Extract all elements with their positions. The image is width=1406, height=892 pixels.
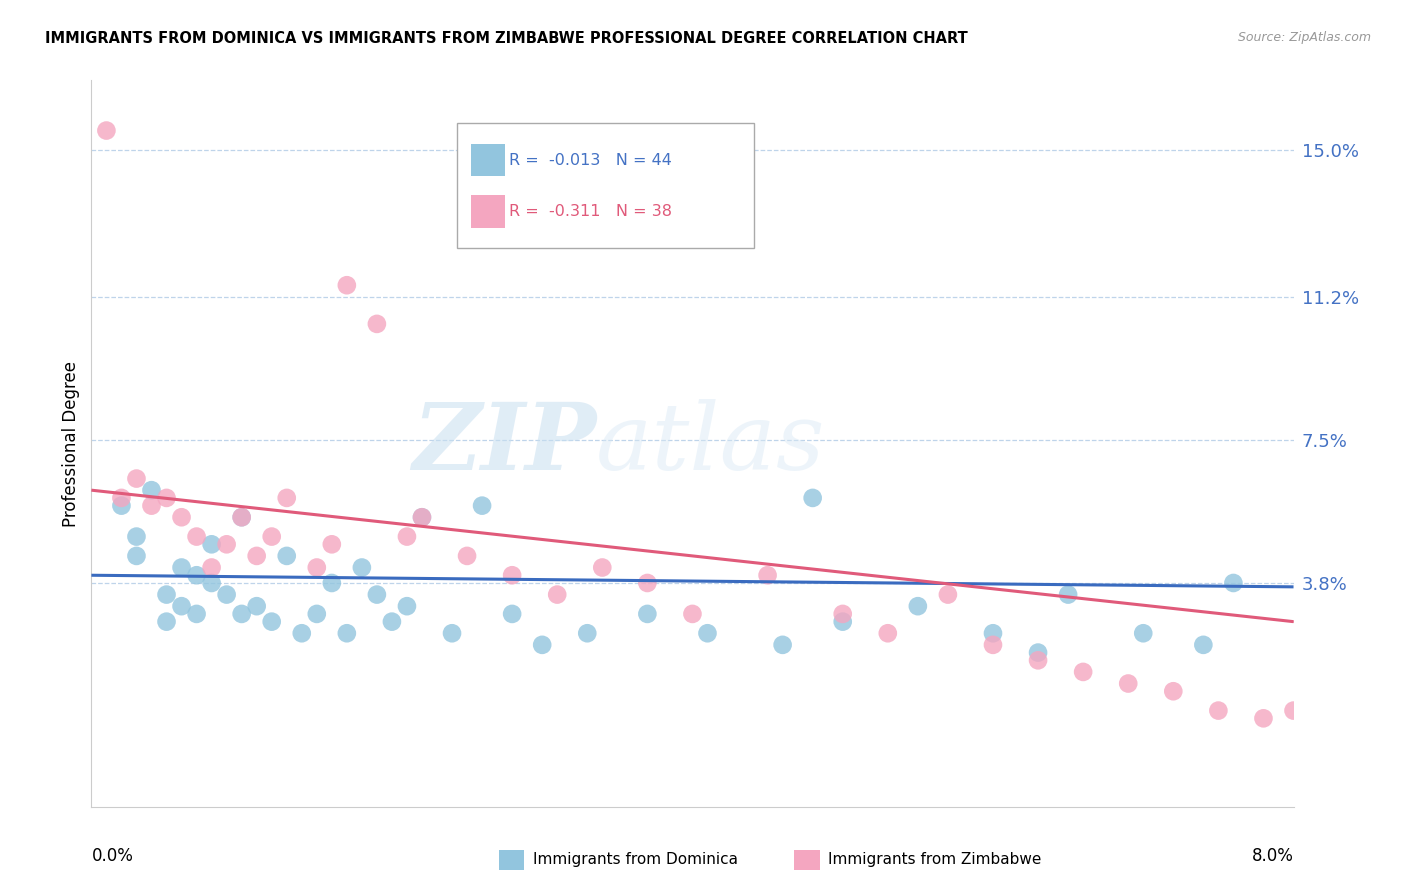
Text: Source: ZipAtlas.com: Source: ZipAtlas.com — [1237, 31, 1371, 45]
Point — [186, 568, 208, 582]
Point — [291, 626, 314, 640]
Point — [215, 588, 238, 602]
Point — [1312, 715, 1334, 730]
Point — [411, 510, 433, 524]
Y-axis label: Professional Degree: Professional Degree — [62, 360, 80, 527]
Point — [246, 549, 269, 563]
Text: IMMIGRANTS FROM DOMINICA VS IMMIGRANTS FROM ZIMBABWE PROFESSIONAL DEGREE CORRELA: IMMIGRANTS FROM DOMINICA VS IMMIGRANTS F… — [45, 31, 967, 46]
Point — [155, 588, 177, 602]
Point — [141, 499, 163, 513]
Point — [907, 599, 929, 614]
Text: atlas: atlas — [596, 399, 825, 489]
Point — [231, 607, 253, 621]
Point — [1161, 684, 1184, 698]
Text: Immigrants from Zimbabwe: Immigrants from Zimbabwe — [828, 853, 1042, 867]
Point — [546, 588, 568, 602]
Point — [636, 607, 658, 621]
Point — [831, 607, 853, 621]
Text: 8.0%: 8.0% — [1251, 847, 1294, 865]
Point — [936, 588, 959, 602]
Point — [141, 483, 163, 498]
Point — [1253, 711, 1275, 725]
Point — [636, 576, 658, 591]
Text: Immigrants from Dominica: Immigrants from Dominica — [533, 853, 738, 867]
Point — [1026, 653, 1049, 667]
Point — [201, 576, 224, 591]
Point — [772, 638, 794, 652]
Point — [125, 472, 148, 486]
Point — [395, 599, 418, 614]
Point — [366, 588, 388, 602]
Point — [1208, 704, 1230, 718]
Point — [501, 607, 523, 621]
Point — [981, 638, 1004, 652]
Point — [125, 530, 148, 544]
Point — [231, 510, 253, 524]
Point — [110, 499, 132, 513]
Point — [336, 278, 359, 293]
Point — [201, 537, 224, 551]
Point — [531, 638, 554, 652]
Point — [321, 537, 343, 551]
Point — [170, 560, 193, 574]
Point — [440, 626, 463, 640]
Point — [186, 607, 208, 621]
Point — [1192, 638, 1215, 652]
Point — [1071, 665, 1094, 679]
Point — [125, 549, 148, 563]
Point — [215, 537, 238, 551]
Point — [246, 599, 269, 614]
Point — [305, 607, 328, 621]
Point — [981, 626, 1004, 640]
Point — [681, 607, 703, 621]
Point — [186, 530, 208, 544]
Point — [1116, 676, 1139, 690]
Point — [260, 615, 283, 629]
Point — [201, 560, 224, 574]
Point — [1282, 704, 1305, 718]
Point — [1132, 626, 1154, 640]
Point — [1026, 646, 1049, 660]
Point — [276, 491, 298, 505]
Point — [231, 510, 253, 524]
Point — [471, 499, 494, 513]
Point — [395, 530, 418, 544]
Point — [756, 568, 779, 582]
Point — [591, 560, 613, 574]
Point — [381, 615, 404, 629]
Text: R =  -0.311   N = 38: R = -0.311 N = 38 — [509, 203, 672, 219]
Text: R =  -0.013   N = 44: R = -0.013 N = 44 — [509, 153, 672, 168]
Point — [260, 530, 283, 544]
Point — [110, 491, 132, 505]
Text: ZIP: ZIP — [412, 399, 596, 489]
Point — [321, 576, 343, 591]
Point — [96, 123, 118, 137]
Point — [170, 599, 193, 614]
Point — [155, 615, 177, 629]
Point — [696, 626, 718, 640]
Point — [336, 626, 359, 640]
Point — [366, 317, 388, 331]
Point — [831, 615, 853, 629]
Point — [1222, 576, 1244, 591]
Point — [456, 549, 478, 563]
Point — [1057, 588, 1080, 602]
Point — [170, 510, 193, 524]
Point — [155, 491, 177, 505]
Point — [276, 549, 298, 563]
Text: 0.0%: 0.0% — [91, 847, 134, 865]
Point — [501, 568, 523, 582]
Point — [801, 491, 824, 505]
Point — [876, 626, 898, 640]
Point — [576, 626, 599, 640]
Point — [411, 510, 433, 524]
Point — [305, 560, 328, 574]
Point — [350, 560, 373, 574]
